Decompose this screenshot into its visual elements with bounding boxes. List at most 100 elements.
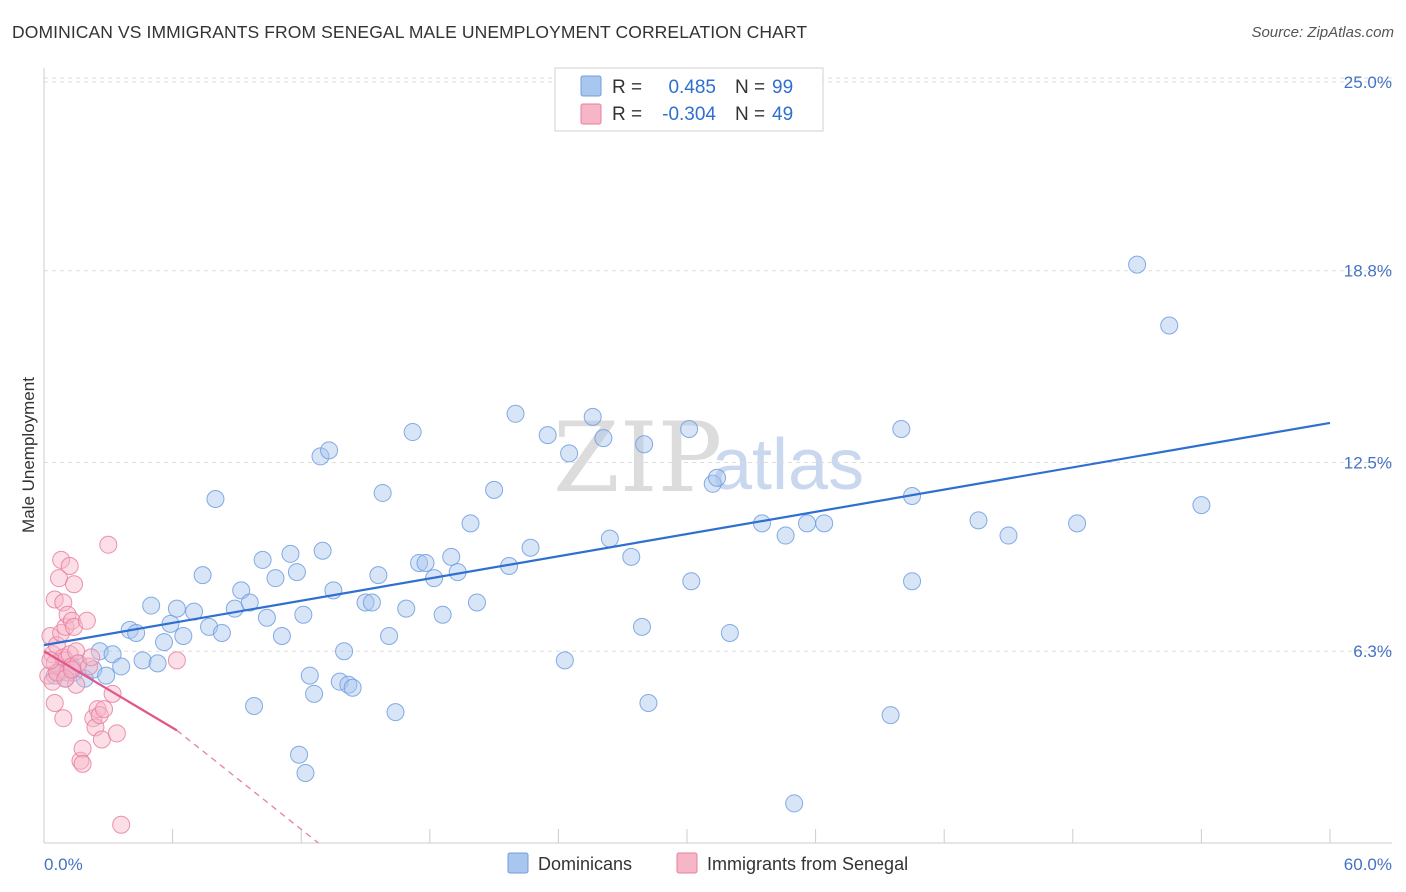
point-dominicans: [1068, 514, 1087, 533]
point-dominicans: [506, 404, 525, 423]
point-dominicans: [403, 423, 422, 442]
point-dominicans: [521, 538, 540, 557]
point-dominicans: [257, 608, 276, 627]
point-dominicans: [167, 599, 186, 618]
point-dominicans: [600, 529, 619, 548]
point-dominicans: [416, 553, 435, 572]
point-dominicans: [127, 623, 146, 642]
point-senegal: [82, 648, 101, 667]
legend-swatch-senegal: [580, 103, 602, 125]
correlation-legend: R = 0.485 N = 99 R = -0.304 N = 49: [554, 67, 824, 132]
point-dominicans: [1160, 316, 1179, 335]
point-dominicans: [410, 553, 429, 572]
legend-r-label: R =: [612, 104, 642, 125]
point-senegal: [92, 730, 111, 749]
point-dominicans: [320, 441, 339, 460]
gridlines: [44, 77, 1392, 652]
point-senegal: [167, 651, 186, 670]
point-dominicans: [622, 547, 641, 566]
point-dominicans: [594, 429, 613, 448]
point-dominicans: [560, 444, 579, 463]
trend-line-senegal-extension: [176, 729, 319, 844]
point-dominicans: [442, 547, 461, 566]
point-dominicans: [682, 572, 701, 591]
series-legend: Dominicans Immigrants from Senegal: [507, 852, 908, 874]
point-dominicans: [206, 490, 225, 509]
point-dominicans: [1128, 255, 1147, 274]
y-tick-label: 25.0%: [1344, 73, 1392, 92]
point-dominicans: [903, 572, 922, 591]
point-dominicans: [103, 645, 122, 664]
point-dominicans: [148, 654, 167, 673]
point-dominicans: [362, 593, 381, 612]
point-dominicans: [97, 666, 116, 685]
trend-line-senegal: [43, 650, 178, 732]
point-dominicans: [785, 794, 804, 813]
point-dominicans: [386, 703, 405, 722]
point-senegal: [65, 575, 84, 594]
x-axis-ticks: [172, 829, 1331, 843]
point-dominicans: [461, 514, 480, 533]
point-dominicans: [680, 420, 699, 439]
y-axis-label: Male Unemployment: [19, 377, 38, 533]
point-dominicans: [720, 623, 739, 642]
point-senegal: [54, 709, 73, 728]
legend-swatch-dominicans: [580, 75, 602, 97]
point-dominicans: [296, 763, 315, 782]
point-dominicans: [635, 435, 654, 454]
legend-swatch-dominicans-bottom: [507, 852, 529, 874]
point-dominicans: [356, 593, 375, 612]
point-dominicans: [290, 745, 309, 764]
point-dominicans: [639, 693, 658, 712]
point-dominicans: [300, 666, 319, 685]
point-dominicans: [142, 596, 161, 615]
point-dominicans: [969, 511, 988, 530]
point-dominicans: [373, 483, 392, 502]
point-dominicans: [485, 480, 504, 499]
point-senegal: [54, 593, 73, 612]
point-senegal: [73, 739, 92, 758]
point-senegal: [99, 535, 118, 554]
point-dominicans: [232, 581, 251, 600]
legend-n-label: N =: [735, 104, 765, 125]
point-dominicans: [112, 657, 131, 676]
x-tick-label-min: 0.0%: [44, 855, 83, 874]
point-dominicans: [305, 684, 324, 703]
point-dominicans: [193, 566, 212, 585]
point-dominicans: [999, 526, 1018, 545]
point-dominicans: [281, 544, 300, 563]
point-dominicans: [155, 633, 174, 652]
point-dominicans: [272, 627, 291, 646]
point-dominicans: [245, 697, 264, 716]
point-dominicans: [212, 623, 231, 642]
watermark-zip: ZIP: [553, 402, 722, 514]
point-dominicans: [240, 593, 259, 612]
point-dominicans: [266, 569, 285, 588]
point-dominicans: [343, 678, 362, 697]
point-dominicans: [798, 514, 817, 533]
point-dominicans: [632, 617, 651, 636]
point-dominicans: [776, 526, 795, 545]
point-senegal: [45, 693, 64, 712]
point-dominicans: [380, 627, 399, 646]
legend-r-value: 0.485: [668, 77, 716, 98]
point-dominicans: [892, 420, 911, 439]
x-tick-label-max: 60.0%: [1344, 855, 1392, 874]
point-senegal: [56, 669, 75, 688]
point-dominicans: [294, 605, 313, 624]
source-label: Source: ZipAtlas.com: [1251, 24, 1394, 41]
watermark-atlas: atlas: [712, 425, 864, 505]
legend-n-label: N =: [735, 77, 765, 98]
legend-swatch-senegal-bottom: [676, 852, 698, 874]
legend-label-dominicans: Dominicans: [538, 854, 632, 874]
point-dominicans: [538, 426, 557, 445]
y-tick-label: 6.3%: [1353, 642, 1392, 661]
point-dominicans: [1192, 496, 1211, 515]
point-senegal: [77, 611, 96, 630]
legend-n-value: 49: [772, 104, 793, 125]
point-dominicans: [313, 541, 332, 560]
point-dominicans: [287, 563, 306, 582]
point-senegal: [73, 754, 92, 773]
point-dominicans: [133, 651, 152, 670]
